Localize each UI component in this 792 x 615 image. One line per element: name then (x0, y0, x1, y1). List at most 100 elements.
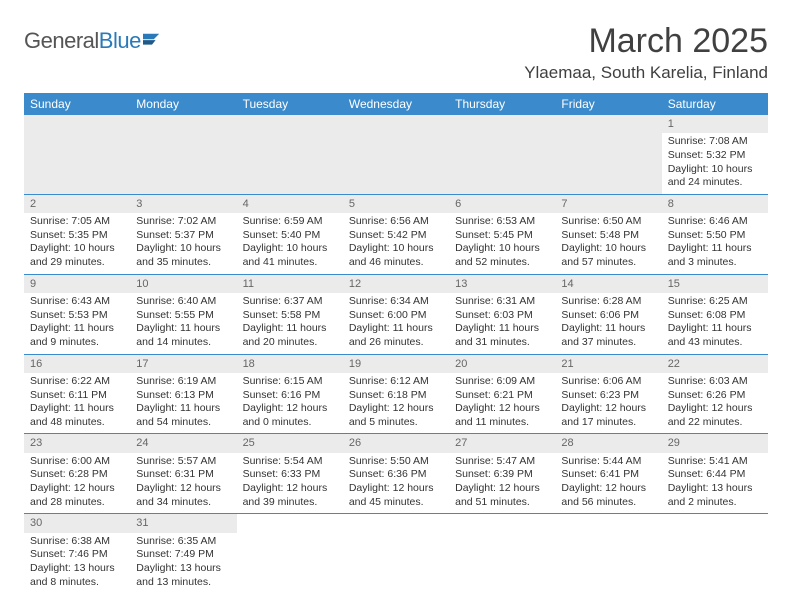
calendar-day: 9Sunrise: 6:43 AMSunset: 5:53 PMDaylight… (24, 274, 130, 354)
sunrise-line: Sunrise: 5:54 AM (243, 455, 337, 469)
logo-flag-icon (141, 32, 163, 50)
sunset-line: Sunset: 6:44 PM (668, 468, 762, 482)
day-info: Sunrise: 6:34 AMSunset: 6:00 PMDaylight:… (343, 293, 449, 354)
daylight-line: Daylight: 12 hours and 56 minutes. (561, 482, 655, 509)
calendar-empty (555, 514, 661, 593)
day-info: Sunrise: 6:50 AMSunset: 5:48 PMDaylight:… (555, 213, 661, 274)
calendar-day: 5Sunrise: 6:56 AMSunset: 5:42 PMDaylight… (343, 194, 449, 274)
day-info: Sunrise: 6:09 AMSunset: 6:21 PMDaylight:… (449, 373, 555, 434)
calendar-day: 29Sunrise: 5:41 AMSunset: 6:44 PMDayligh… (662, 434, 768, 514)
daylight-line: Daylight: 12 hours and 34 minutes. (136, 482, 230, 509)
day-number: 5 (343, 195, 449, 213)
day-info: Sunrise: 6:46 AMSunset: 5:50 PMDaylight:… (662, 213, 768, 274)
day-number: 22 (662, 355, 768, 373)
calendar-day: 21Sunrise: 6:06 AMSunset: 6:23 PMDayligh… (555, 354, 661, 434)
calendar-empty (237, 115, 343, 194)
daylight-line: Daylight: 11 hours and 43 minutes. (668, 322, 762, 349)
day-info: Sunrise: 5:50 AMSunset: 6:36 PMDaylight:… (343, 453, 449, 514)
weekday-header: Thursday (449, 93, 555, 115)
sunset-line: Sunset: 6:18 PM (349, 389, 443, 403)
sunrise-line: Sunrise: 5:41 AM (668, 455, 762, 469)
sunrise-line: Sunrise: 7:02 AM (136, 215, 230, 229)
sunrise-line: Sunrise: 7:05 AM (30, 215, 124, 229)
sunset-line: Sunset: 5:37 PM (136, 229, 230, 243)
page: GeneralBlue March 2025 Ylaemaa, South Ka… (0, 0, 792, 615)
sunset-line: Sunset: 6:16 PM (243, 389, 337, 403)
day-info: Sunrise: 5:54 AMSunset: 6:33 PMDaylight:… (237, 453, 343, 514)
sunset-line: Sunset: 5:55 PM (136, 309, 230, 323)
calendar-day: 16Sunrise: 6:22 AMSunset: 6:11 PMDayligh… (24, 354, 130, 434)
day-info: Sunrise: 6:19 AMSunset: 6:13 PMDaylight:… (130, 373, 236, 434)
weekday-header: Tuesday (237, 93, 343, 115)
day-info: Sunrise: 6:38 AMSunset: 7:46 PMDaylight:… (24, 533, 130, 594)
day-number: 30 (24, 514, 130, 532)
sunrise-line: Sunrise: 5:47 AM (455, 455, 549, 469)
calendar-day: 15Sunrise: 6:25 AMSunset: 6:08 PMDayligh… (662, 274, 768, 354)
day-info: Sunrise: 6:15 AMSunset: 6:16 PMDaylight:… (237, 373, 343, 434)
daylight-line: Daylight: 12 hours and 0 minutes. (243, 402, 337, 429)
calendar-empty (343, 514, 449, 593)
day-info: Sunrise: 6:03 AMSunset: 6:26 PMDaylight:… (662, 373, 768, 434)
sunset-line: Sunset: 6:41 PM (561, 468, 655, 482)
day-info: Sunrise: 5:47 AMSunset: 6:39 PMDaylight:… (449, 453, 555, 514)
daylight-line: Daylight: 10 hours and 46 minutes. (349, 242, 443, 269)
sunset-line: Sunset: 5:35 PM (30, 229, 124, 243)
day-info: Sunrise: 5:44 AMSunset: 6:41 PMDaylight:… (555, 453, 661, 514)
daylight-line: Daylight: 13 hours and 2 minutes. (668, 482, 762, 509)
calendar-day: 27Sunrise: 5:47 AMSunset: 6:39 PMDayligh… (449, 434, 555, 514)
logo: GeneralBlue (24, 28, 163, 54)
day-info: Sunrise: 6:56 AMSunset: 5:42 PMDaylight:… (343, 213, 449, 274)
sunrise-line: Sunrise: 6:19 AM (136, 375, 230, 389)
day-info: Sunrise: 7:08 AMSunset: 5:32 PMDaylight:… (662, 133, 768, 194)
daylight-line: Daylight: 11 hours and 20 minutes. (243, 322, 337, 349)
sunrise-line: Sunrise: 6:35 AM (136, 535, 230, 549)
day-info: Sunrise: 6:53 AMSunset: 5:45 PMDaylight:… (449, 213, 555, 274)
logo-text: GeneralBlue (24, 28, 141, 54)
daylight-line: Daylight: 12 hours and 11 minutes. (455, 402, 549, 429)
daylight-line: Daylight: 12 hours and 28 minutes. (30, 482, 124, 509)
calendar-week: 2Sunrise: 7:05 AMSunset: 5:35 PMDaylight… (24, 194, 768, 274)
daylight-line: Daylight: 12 hours and 51 minutes. (455, 482, 549, 509)
daylight-line: Daylight: 10 hours and 52 minutes. (455, 242, 549, 269)
title-block: March 2025 Ylaemaa, South Karelia, Finla… (524, 22, 768, 83)
day-number: 3 (130, 195, 236, 213)
daylight-line: Daylight: 10 hours and 29 minutes. (30, 242, 124, 269)
sunset-line: Sunset: 7:49 PM (136, 548, 230, 562)
sunset-line: Sunset: 5:32 PM (668, 149, 762, 163)
calendar-week: 23Sunrise: 6:00 AMSunset: 6:28 PMDayligh… (24, 434, 768, 514)
sunset-line: Sunset: 5:58 PM (243, 309, 337, 323)
calendar-day: 22Sunrise: 6:03 AMSunset: 6:26 PMDayligh… (662, 354, 768, 434)
sunrise-line: Sunrise: 6:46 AM (668, 215, 762, 229)
calendar-empty (130, 115, 236, 194)
calendar-day: 8Sunrise: 6:46 AMSunset: 5:50 PMDaylight… (662, 194, 768, 274)
daylight-line: Daylight: 12 hours and 39 minutes. (243, 482, 337, 509)
sunset-line: Sunset: 5:50 PM (668, 229, 762, 243)
day-number: 1 (662, 115, 768, 133)
day-number: 18 (237, 355, 343, 373)
location-subtitle: Ylaemaa, South Karelia, Finland (524, 63, 768, 83)
daylight-line: Daylight: 10 hours and 57 minutes. (561, 242, 655, 269)
day-number: 20 (449, 355, 555, 373)
month-title: March 2025 (524, 22, 768, 61)
day-number: 17 (130, 355, 236, 373)
sunset-line: Sunset: 5:53 PM (30, 309, 124, 323)
sunset-line: Sunset: 7:46 PM (30, 548, 124, 562)
weekday-header: Monday (130, 93, 236, 115)
calendar-day: 26Sunrise: 5:50 AMSunset: 6:36 PMDayligh… (343, 434, 449, 514)
weekday-header: Friday (555, 93, 661, 115)
day-info: Sunrise: 7:02 AMSunset: 5:37 PMDaylight:… (130, 213, 236, 274)
daylight-line: Daylight: 13 hours and 13 minutes. (136, 562, 230, 589)
sunrise-line: Sunrise: 7:08 AM (668, 135, 762, 149)
calendar-table: SundayMondayTuesdayWednesdayThursdayFrid… (24, 93, 768, 593)
day-number: 16 (24, 355, 130, 373)
calendar-body: 1Sunrise: 7:08 AMSunset: 5:32 PMDaylight… (24, 115, 768, 593)
daylight-line: Daylight: 12 hours and 45 minutes. (349, 482, 443, 509)
sunrise-line: Sunrise: 6:12 AM (349, 375, 443, 389)
daylight-line: Daylight: 13 hours and 8 minutes. (30, 562, 124, 589)
daylight-line: Daylight: 12 hours and 17 minutes. (561, 402, 655, 429)
sunset-line: Sunset: 6:39 PM (455, 468, 549, 482)
sunrise-line: Sunrise: 6:50 AM (561, 215, 655, 229)
day-number: 2 (24, 195, 130, 213)
calendar-head: SundayMondayTuesdayWednesdayThursdayFrid… (24, 93, 768, 115)
sunrise-line: Sunrise: 5:50 AM (349, 455, 443, 469)
